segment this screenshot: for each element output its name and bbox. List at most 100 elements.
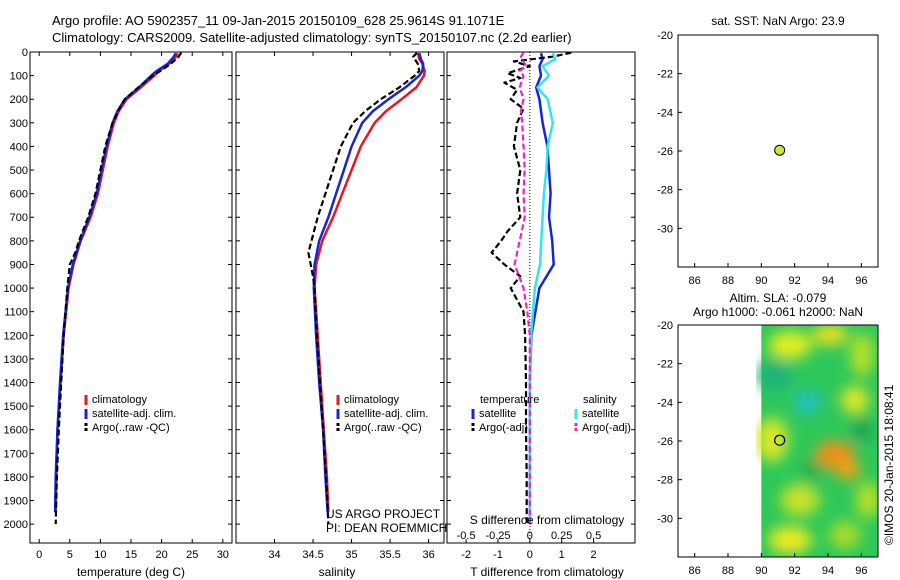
legend-label: satellite-adj. clim.	[344, 408, 428, 420]
imos-credit: ©IMOS 20-Jan-2015 18:08:41	[882, 384, 896, 545]
depth-tick-label: 600	[10, 189, 28, 201]
depth-tick-label: 1800	[4, 472, 28, 484]
x-tick-label: 1	[559, 549, 565, 561]
s-difference-xlabel: S difference from climatology	[470, 513, 625, 527]
series-group	[53, 52, 183, 525]
map-x-tick-label: 88	[722, 565, 734, 577]
map-x-tick-label: 86	[689, 275, 701, 287]
series-line-salinity-argo-adj-	[513, 52, 531, 525]
legend-header-salinity: salinity	[583, 394, 617, 406]
x-tick-label: -1	[493, 549, 503, 561]
map-y-tick-label: -28	[657, 475, 673, 487]
x-tick-label: 25	[186, 549, 198, 561]
heatmap-blob	[850, 333, 874, 377]
sla-map-title: Altim. SLA: -0.079	[730, 291, 827, 305]
heatmap-blob	[756, 418, 788, 462]
x-tick-label: 34	[268, 549, 280, 561]
x-tick-label: 2	[591, 549, 597, 561]
pi-credit: PI: DEAN ROEMMICH	[326, 521, 447, 535]
series-group	[307, 52, 426, 525]
map-y-tick-label: -22	[657, 359, 673, 371]
x-tick-label: 30	[217, 549, 229, 561]
x-tick-label: 35.5	[379, 549, 400, 561]
map-y-tick-label: -24	[657, 107, 673, 119]
x-tick-label: 0	[527, 549, 533, 561]
s-tick-label: 0.5	[586, 530, 601, 542]
series-line-argo-raw-qc-	[54, 52, 183, 525]
difference-panel: -2-1012-0.5-0.2500.250.5temperaturesalin…	[457, 52, 631, 561]
depth-tick-label: 900	[10, 259, 28, 271]
heatmap-blob	[841, 386, 869, 414]
legend-label: satellite-adj. clim.	[92, 408, 176, 420]
map-y-tick-label: -30	[657, 513, 673, 525]
depth-tick-label: 1000	[4, 283, 28, 295]
x-tick-label: 35	[345, 549, 357, 561]
heatmap-blob	[768, 331, 812, 359]
heatmap-blob	[802, 460, 822, 480]
s-tick-label: 0.25	[551, 530, 572, 542]
series-line-argo-raw-qc-	[307, 52, 421, 525]
heatmap-blob	[812, 325, 848, 345]
map-x-tick-label: 90	[755, 565, 767, 577]
depth-tick-label: 300	[10, 118, 28, 130]
map-x-tick-label: 88	[722, 275, 734, 287]
legend-label: Argo(-adj)	[582, 422, 631, 434]
sst-map: 86 88 90 92 94 96 -20 -22 -24 -26 -28 -30	[657, 30, 867, 287]
sla-map: 86 88 90 92 94 96 -20 -22 -24 -26 -28 -30	[657, 320, 879, 577]
depth-tick-label: 1100	[4, 307, 28, 319]
heatmap-blob	[780, 484, 820, 516]
s-tick-label: -0.25	[485, 530, 510, 542]
depth-tick-label: 500	[10, 165, 28, 177]
map-x-tick-label: 92	[789, 275, 801, 287]
depth-tick-label: 0	[22, 47, 28, 59]
heatmap-blob	[794, 390, 822, 414]
legend-label: climatology	[92, 394, 148, 406]
depth-tick-label: 100	[10, 71, 28, 83]
series-group	[490, 52, 572, 525]
depth-tick-label: 700	[10, 212, 28, 224]
heatmap-blobs	[756, 325, 878, 554]
x-tick-label: 20	[155, 549, 167, 561]
x-tick-label: 0	[36, 549, 42, 561]
depth-tick-label: 1700	[4, 448, 28, 460]
t-difference-xlabel: T difference from climatology	[470, 565, 624, 579]
depth-tick-label: 1600	[4, 425, 28, 437]
series-line-satellite-adj-clim-	[312, 52, 425, 513]
depth-tick-label: 1400	[4, 377, 28, 389]
heatmap-blob	[852, 418, 872, 442]
heatmap-blob	[757, 359, 793, 391]
project-credit: US ARGO PROJECT	[326, 507, 441, 521]
argo-position-marker	[774, 144, 786, 156]
series-line-temperature-argo-adj-	[490, 52, 572, 525]
map-x-tick-label: 94	[822, 565, 834, 577]
series-line-temperature-satellite	[528, 52, 555, 525]
series-line-climatology	[54, 52, 179, 513]
depth-tick-label: 800	[10, 236, 28, 248]
header-line-2: Climatology: CARS2009. Satellite-adjuste…	[52, 30, 572, 45]
depth-tick-label: 1500	[4, 401, 28, 413]
legend-label: satellite	[479, 408, 516, 420]
heatmap-blob	[856, 482, 878, 518]
sla-map-title-2: Argo h1000: -0.061 h2000: NaN	[693, 305, 863, 319]
heatmap-blob	[829, 521, 861, 549]
map-y-tick-label: -20	[657, 320, 673, 332]
difference-panel-frame	[446, 51, 636, 544]
x-tick-label: 5	[67, 549, 73, 561]
map-y-tick-label: -20	[657, 30, 673, 42]
x-tick-label: 15	[125, 549, 137, 561]
salinity-panel-frame	[235, 51, 445, 544]
legend-label: Argo(..raw -QC)	[92, 422, 170, 434]
map-x-tick-label: 86	[689, 565, 701, 577]
depth-tick-label: 1200	[4, 330, 28, 342]
x-tick-label: 36	[422, 549, 434, 561]
depth-tick-label: 400	[10, 141, 28, 153]
temperature-xlabel: temperature (deg C)	[77, 565, 185, 579]
salinity-panel: 34 34.5 35 35.5 36 climatology satellite-adj. …	[268, 52, 435, 561]
map-y-tick-label: -30	[657, 223, 673, 235]
depth-tick-label: 2000	[4, 519, 28, 531]
header-line-1: Argo profile: AO 5902357_11 09-Jan-2015 …	[52, 13, 505, 28]
map-x-tick-label: 94	[822, 275, 834, 287]
legend-label: Argo(-adj)	[479, 422, 528, 434]
temperature-panel: 0 5 10 15 20 25 30 climatology satellite-adj. cl…	[36, 52, 229, 561]
